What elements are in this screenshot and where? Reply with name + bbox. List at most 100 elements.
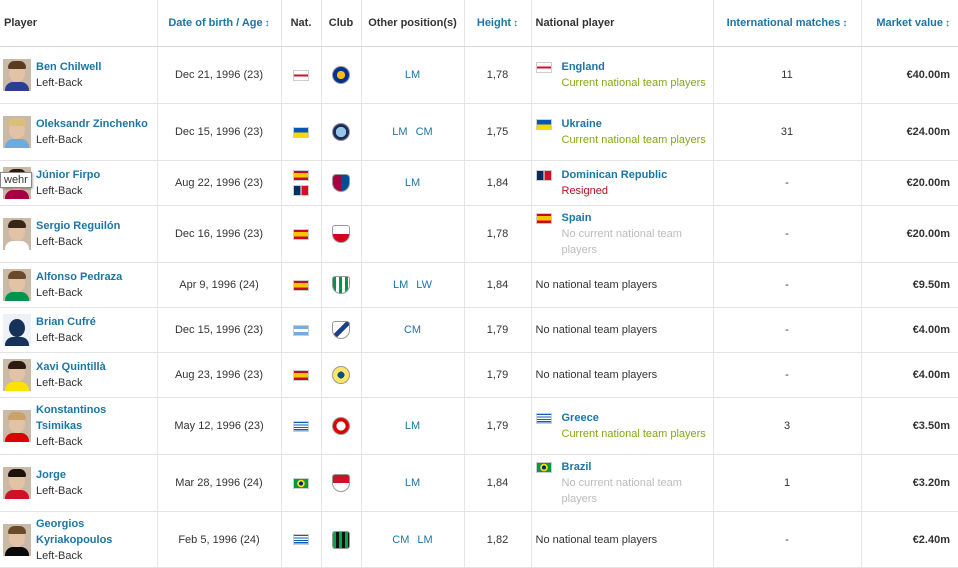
market-value[interactable]: €40.00m bbox=[906, 69, 950, 81]
player-name-link[interactable]: Xavi Quintillà bbox=[36, 361, 106, 373]
other-position-link[interactable]: CM bbox=[403, 324, 422, 336]
mancity-crest-icon[interactable] bbox=[332, 123, 350, 141]
england-flag-icon[interactable] bbox=[293, 69, 309, 81]
national-player-cell: No national team players bbox=[531, 352, 714, 398]
nationality-cell bbox=[281, 397, 322, 455]
avatar[interactable] bbox=[3, 359, 31, 391]
height-cell: 1,79 bbox=[464, 397, 532, 455]
player-name-link[interactable]: Jorge bbox=[36, 469, 66, 481]
sassuolo-crest-icon[interactable] bbox=[332, 530, 350, 549]
market-value-cell: €20.00m bbox=[861, 205, 958, 263]
player-name-link[interactable]: Oleksandr Zinchenko bbox=[36, 118, 148, 130]
greece-flag-icon[interactable] bbox=[293, 534, 309, 545]
avatar[interactable] bbox=[3, 523, 31, 556]
dominican-flag-icon[interactable] bbox=[293, 185, 309, 196]
header-intl-matches-sort[interactable]: International matches ↕ bbox=[713, 0, 862, 47]
table-row: Konstantinos Tsimikas Left-Back May 12, … bbox=[0, 397, 958, 455]
player-name-link[interactable]: Alfonso Pedraza bbox=[36, 271, 123, 283]
other-position-link[interactable]: LM bbox=[417, 533, 433, 546]
brazil-flag-icon[interactable] bbox=[293, 477, 309, 489]
national-team-link[interactable]: Spain bbox=[561, 212, 592, 224]
monaco-crest-icon[interactable] bbox=[332, 474, 350, 492]
national-team-link[interactable]: Ukraine bbox=[561, 118, 602, 130]
villarreal-crest-icon[interactable] bbox=[332, 366, 350, 384]
dob-cell: Aug 23, 1996 (23) bbox=[157, 352, 282, 398]
argentina-flag-icon[interactable] bbox=[293, 324, 309, 336]
barcelona-crest-icon[interactable] bbox=[332, 174, 350, 192]
other-position-link[interactable]: LM bbox=[392, 126, 408, 138]
table-row: Júnior Firpo Left-Back wehr Aug 22, 1996… bbox=[0, 160, 958, 206]
market-value[interactable]: €24.00m bbox=[906, 126, 950, 138]
avatar[interactable] bbox=[3, 314, 31, 346]
other-position-link[interactable]: LM bbox=[404, 477, 421, 489]
dominican-flag-icon bbox=[535, 170, 552, 181]
avatar[interactable] bbox=[3, 116, 31, 148]
velez-crest-icon[interactable] bbox=[332, 321, 350, 339]
national-team-link[interactable]: England bbox=[561, 61, 605, 73]
spain-flag-icon[interactable] bbox=[293, 279, 309, 291]
national-team-link[interactable]: Brazil bbox=[561, 461, 592, 473]
player-position: Left-Back bbox=[36, 287, 83, 299]
sevilla-crest-icon[interactable] bbox=[332, 225, 350, 243]
other-position-link[interactable]: CM bbox=[392, 533, 410, 546]
player-name-link[interactable]: Sergio Reguilón bbox=[36, 220, 121, 232]
table-row: Brian Cufré Left-Back Dec 15, 1996 (23) … bbox=[0, 307, 958, 353]
header-club: Club bbox=[321, 0, 362, 47]
market-value[interactable]: €20.00m bbox=[906, 228, 950, 240]
avatar[interactable] bbox=[3, 467, 31, 499]
brazil-flag-icon bbox=[535, 462, 552, 473]
other-position-link[interactable]: LM bbox=[404, 177, 421, 189]
player-name-link[interactable]: Brian Cufré bbox=[36, 316, 96, 328]
spain-flag-icon[interactable] bbox=[293, 228, 309, 240]
other-position-link[interactable]: LM bbox=[393, 279, 409, 291]
nationality-cell bbox=[281, 205, 322, 263]
intl-matches-cell: - bbox=[713, 352, 862, 398]
national-team-link[interactable]: Greece bbox=[561, 412, 599, 424]
market-value[interactable]: €20.00m bbox=[906, 177, 950, 189]
national-player-text: No national team players bbox=[535, 279, 658, 291]
market-value[interactable]: €9.50m bbox=[912, 279, 950, 291]
market-value[interactable]: €3.50m bbox=[912, 420, 950, 432]
spain-flag-icon[interactable] bbox=[293, 369, 309, 381]
dob-cell: May 12, 1996 (23) bbox=[157, 397, 282, 455]
leicester-crest-icon[interactable] bbox=[332, 66, 350, 84]
market-value[interactable]: €2.40m bbox=[912, 533, 950, 546]
player-name-link[interactable]: Júnior Firpo bbox=[36, 169, 101, 181]
avatar[interactable] bbox=[3, 218, 31, 250]
national-player-cell: No national team players bbox=[531, 511, 714, 568]
header-nationality: Nat. bbox=[281, 0, 322, 47]
other-position-link[interactable]: LM bbox=[404, 420, 421, 432]
national-team-link[interactable]: Dominican Republic bbox=[561, 169, 668, 181]
olympiacos-crest-icon[interactable] bbox=[332, 417, 350, 435]
ukraine-flag-icon[interactable] bbox=[293, 126, 309, 138]
other-position-link[interactable]: LM bbox=[404, 69, 421, 81]
header-height-sort[interactable]: Height ↕ bbox=[464, 0, 532, 47]
nationality-cell bbox=[281, 103, 322, 161]
avatar[interactable] bbox=[3, 269, 31, 301]
avatar[interactable] bbox=[3, 410, 31, 442]
market-value-cell: €20.00m bbox=[861, 160, 958, 206]
national-player-cell: Brazil No current national team players bbox=[531, 454, 714, 512]
header-national-player: National player bbox=[531, 0, 714, 47]
player-position: Left-Back bbox=[36, 485, 83, 497]
national-player-cell: Greece Current national team players bbox=[531, 397, 714, 455]
header-dob-sort[interactable]: Date of birth / Age ↕ bbox=[157, 0, 282, 47]
greece-flag-icon[interactable] bbox=[293, 420, 309, 432]
nationality-cell bbox=[281, 46, 322, 104]
player-name-link[interactable]: Ben Chilwell bbox=[36, 61, 102, 73]
market-value-cell: €3.20m bbox=[861, 454, 958, 512]
betis-crest-icon[interactable] bbox=[332, 276, 350, 294]
player-name-link[interactable]: Konstantinos Tsimikas bbox=[36, 404, 107, 432]
player-position: Left-Back bbox=[36, 236, 83, 248]
header-market-value-sort[interactable]: Market value ↕ bbox=[861, 0, 958, 47]
market-value[interactable]: €4.00m bbox=[912, 324, 950, 336]
avatar[interactable] bbox=[3, 59, 31, 91]
other-position-link[interactable]: LW bbox=[416, 279, 432, 291]
player-name-link[interactable]: Georgios Kyriakopoulos bbox=[36, 517, 113, 546]
market-value[interactable]: €4.00m bbox=[912, 369, 950, 381]
spain-flag-icon[interactable] bbox=[293, 170, 309, 181]
table-row: Sergio Reguilón Left-Back Dec 16, 1996 (… bbox=[0, 205, 958, 263]
other-positions-cell bbox=[361, 205, 465, 263]
other-position-link[interactable]: CM bbox=[415, 126, 433, 138]
market-value[interactable]: €3.20m bbox=[912, 477, 950, 489]
